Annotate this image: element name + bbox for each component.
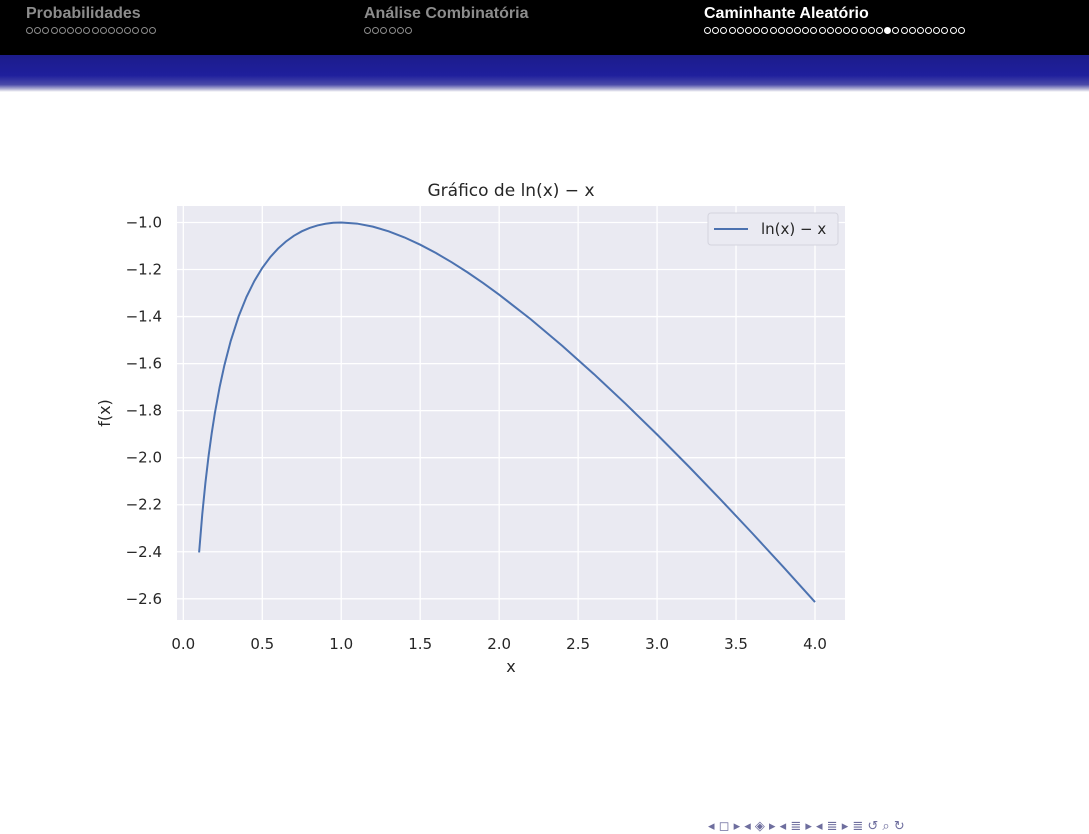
- frame-dot[interactable]: [892, 27, 900, 34]
- chart-title: Gráfico de ln(x) − x: [427, 181, 594, 201]
- y-tick-label: −1.0: [126, 213, 162, 231]
- frame-dot[interactable]: [99, 27, 107, 34]
- frame-dot[interactable]: [91, 27, 99, 34]
- nav-symbols-text[interactable]: ◂ ◻ ▸ ◂ ◈ ▸ ◂ ≣ ▸ ◂ ≣ ▸ ≣ ↺ ⌕ ↻: [708, 819, 905, 834]
- y-tick-label: −2.6: [126, 590, 162, 608]
- section-title: Caminhante Aleatório: [704, 5, 869, 22]
- frame-dot[interactable]: [949, 27, 957, 34]
- frame-dot[interactable]: [802, 27, 810, 34]
- section-analise-combinatoria[interactable]: Análise Combinatória: [364, 5, 528, 36]
- frame-dot[interactable]: [810, 27, 818, 34]
- y-tick-label: −2.0: [126, 449, 162, 467]
- frame-dot[interactable]: [753, 27, 761, 34]
- frame-dot[interactable]: [116, 27, 124, 34]
- frame-dot[interactable]: [34, 27, 42, 34]
- x-tick-label: 3.5: [724, 635, 748, 653]
- frame-dot[interactable]: [26, 27, 33, 34]
- frame-dots[interactable]: [26, 27, 157, 36]
- x-axis-label: x: [506, 657, 515, 676]
- frame-dot[interactable]: [908, 27, 916, 34]
- x-tick-label: 2.0: [487, 635, 511, 653]
- x-tick-label: 1.5: [408, 635, 432, 653]
- grid-lines: [177, 206, 845, 620]
- frame-dot[interactable]: [835, 27, 842, 34]
- beamer-header: Probabilidades Análise Combinatória Cami…: [0, 0, 1089, 55]
- y-tick-label: −2.4: [126, 543, 162, 561]
- frame-dot[interactable]: [364, 27, 371, 34]
- frame-dot[interactable]: [736, 27, 744, 34]
- section-probabilidades[interactable]: Probabilidades: [26, 5, 157, 36]
- frame-dot[interactable]: [875, 27, 883, 34]
- frame-dot[interactable]: [720, 27, 728, 34]
- frame-dot[interactable]: [744, 27, 752, 34]
- frame-dot[interactable]: [396, 27, 404, 34]
- frame-dots[interactable]: [704, 27, 966, 36]
- frame-dot[interactable]: [957, 27, 965, 34]
- legend: ln(x) − x: [707, 212, 839, 246]
- frame-dot[interactable]: [712, 27, 720, 34]
- frame-dot[interactable]: [785, 27, 793, 34]
- section-caminhante-aleatorio[interactable]: Caminhante Aleatório: [704, 5, 966, 36]
- frame-dot[interactable]: [777, 27, 785, 34]
- line-chart: 0.0 0.5 1.0 1.5 2.0 2.5 3.0 3.5 4.0 −1.0 −1.2 −1.4…: [95, 181, 845, 676]
- frame-dot[interactable]: [818, 27, 826, 34]
- x-tick-labels: 0.0 0.5 1.0 1.5 2.0 2.5 3.0 3.5 4.0: [171, 635, 827, 653]
- x-tick-label: 1.0: [329, 635, 353, 653]
- y-tick-label: −2.2: [126, 496, 162, 514]
- frame-dot[interactable]: [704, 27, 711, 34]
- frame-dot[interactable]: [124, 27, 132, 34]
- x-tick-label: 3.0: [645, 635, 669, 653]
- frame-dot[interactable]: [900, 27, 908, 34]
- frame-dots[interactable]: [364, 27, 528, 36]
- frame-dot[interactable]: [140, 27, 148, 34]
- y-tick-label: −1.2: [126, 261, 162, 279]
- y-tick-label: −1.4: [126, 308, 162, 326]
- frame-dot[interactable]: [769, 27, 777, 34]
- section-title: Probabilidades: [26, 5, 141, 22]
- frame-dot[interactable]: [925, 27, 933, 34]
- beamer-navigation-symbols[interactable]: ◂ ◻ ▸ ◂ ◈ ▸ ◂ ≣ ▸ ◂ ≣ ▸ ≣ ↺ ⌕ ↻: [708, 819, 905, 834]
- frame-dot[interactable]: [42, 27, 50, 34]
- frame-dot[interactable]: [941, 27, 949, 34]
- frame-dot[interactable]: [58, 27, 66, 34]
- legend-box: [707, 212, 839, 246]
- x-tick-label: 0.5: [250, 635, 274, 653]
- frame-dot[interactable]: [107, 27, 115, 34]
- frame-dot[interactable]: [372, 27, 380, 34]
- section-title: Análise Combinatória: [364, 5, 529, 22]
- frame-dot[interactable]: [884, 27, 892, 34]
- y-tick-label: −1.8: [126, 402, 162, 420]
- frame-dot[interactable]: [83, 27, 91, 34]
- frame-dot[interactable]: [933, 27, 941, 34]
- x-tick-label: 0.0: [171, 635, 195, 653]
- frame-dot[interactable]: [132, 27, 140, 34]
- frame-dot[interactable]: [75, 27, 83, 34]
- x-tick-label: 4.0: [803, 635, 827, 653]
- header-gradient-bar: [0, 55, 1089, 92]
- legend-label: ln(x) − x: [761, 220, 826, 238]
- series-line: [198, 221, 816, 603]
- frame-dot[interactable]: [826, 27, 834, 34]
- frame-dot[interactable]: [859, 27, 867, 34]
- frame-dot[interactable]: [916, 27, 924, 34]
- frame-dot[interactable]: [867, 27, 875, 34]
- frame-dot[interactable]: [761, 27, 769, 34]
- frame-dot[interactable]: [50, 27, 58, 34]
- frame-dot[interactable]: [404, 27, 412, 34]
- frame-dot[interactable]: [148, 27, 156, 34]
- frame-dot[interactable]: [66, 27, 74, 34]
- frame-dot[interactable]: [843, 27, 851, 34]
- y-tick-labels: −1.0 −1.2 −1.4 −1.6 −1.8 −2.0 −2.2 −2.4 −2.6: [126, 213, 162, 607]
- frame-dot[interactable]: [851, 27, 859, 34]
- y-axis-label: f(x): [95, 399, 114, 427]
- frame-dot[interactable]: [728, 27, 736, 34]
- frame-dot[interactable]: [380, 27, 388, 34]
- frame-dot[interactable]: [388, 27, 396, 34]
- frame-dot[interactable]: [794, 27, 802, 34]
- plot-area: [177, 206, 845, 620]
- x-tick-label: 2.5: [566, 635, 590, 653]
- y-tick-label: −1.6: [126, 355, 162, 373]
